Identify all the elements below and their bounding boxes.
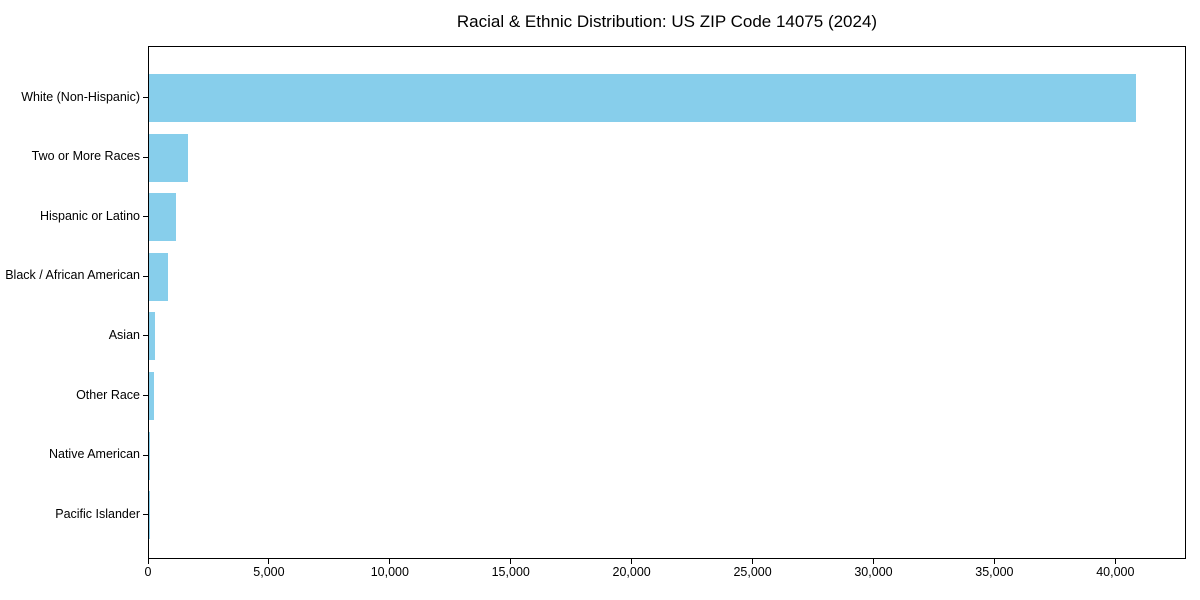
y-tick-label: Asian: [108, 327, 140, 342]
y-tick-mark: [143, 514, 148, 516]
x-tick-label: 5,000: [253, 565, 285, 579]
x-tick-mark: [872, 559, 874, 564]
bar-asian: [149, 312, 156, 361]
y-tick-mark: [143, 156, 148, 158]
y-tick-mark: [143, 335, 148, 337]
x-tick-label: 25,000: [733, 565, 772, 579]
y-tick-label: Two or More Races: [31, 149, 140, 164]
bar-hispanic-or-latino: [149, 193, 176, 242]
y-tick-label: Hispanic or Latino: [39, 208, 140, 223]
x-tick-label: 35,000: [975, 565, 1014, 579]
x-tick-label: 10,000: [370, 565, 409, 579]
y-tick-label: White (Non-Hispanic): [21, 89, 140, 104]
bar-native-american: [149, 431, 151, 480]
chart-title: Racial & Ethnic Distribution: US ZIP Cod…: [456, 12, 878, 31]
bar-black-african-american: [149, 252, 168, 301]
x-tick-mark: [389, 559, 391, 564]
y-tick-label: Other Race: [76, 387, 140, 402]
x-tick-mark: [993, 559, 995, 564]
x-tick-mark: [1114, 559, 1116, 564]
x-tick-label: 15,000: [491, 565, 530, 579]
x-tick-label: 30,000: [854, 565, 893, 579]
x-tick-mark: [147, 559, 149, 564]
y-tick-mark: [143, 395, 148, 396]
y-tick-label: Black / African American: [5, 268, 140, 283]
y-tick-mark: [143, 275, 148, 277]
x-tick-mark: [752, 559, 754, 564]
x-tick-label: 40,000: [1096, 565, 1135, 579]
bar-two-or-more-races: [149, 133, 188, 182]
y-tick-mark: [143, 97, 148, 98]
bar-other-race: [149, 372, 154, 420]
x-tick-label: 0: [144, 565, 152, 579]
x-tick-label: 20,000: [612, 565, 651, 579]
y-tick-label: Native American: [48, 447, 140, 462]
bar-white-non-hispanic: [149, 74, 1136, 122]
y-tick-mark: [143, 454, 148, 456]
x-tick-mark: [268, 559, 270, 564]
plot-area: [148, 46, 1186, 559]
x-tick-mark: [510, 559, 512, 564]
y-tick-mark: [143, 216, 148, 218]
y-tick-label: Pacific Islander: [55, 506, 140, 521]
x-tick-mark: [631, 559, 633, 564]
